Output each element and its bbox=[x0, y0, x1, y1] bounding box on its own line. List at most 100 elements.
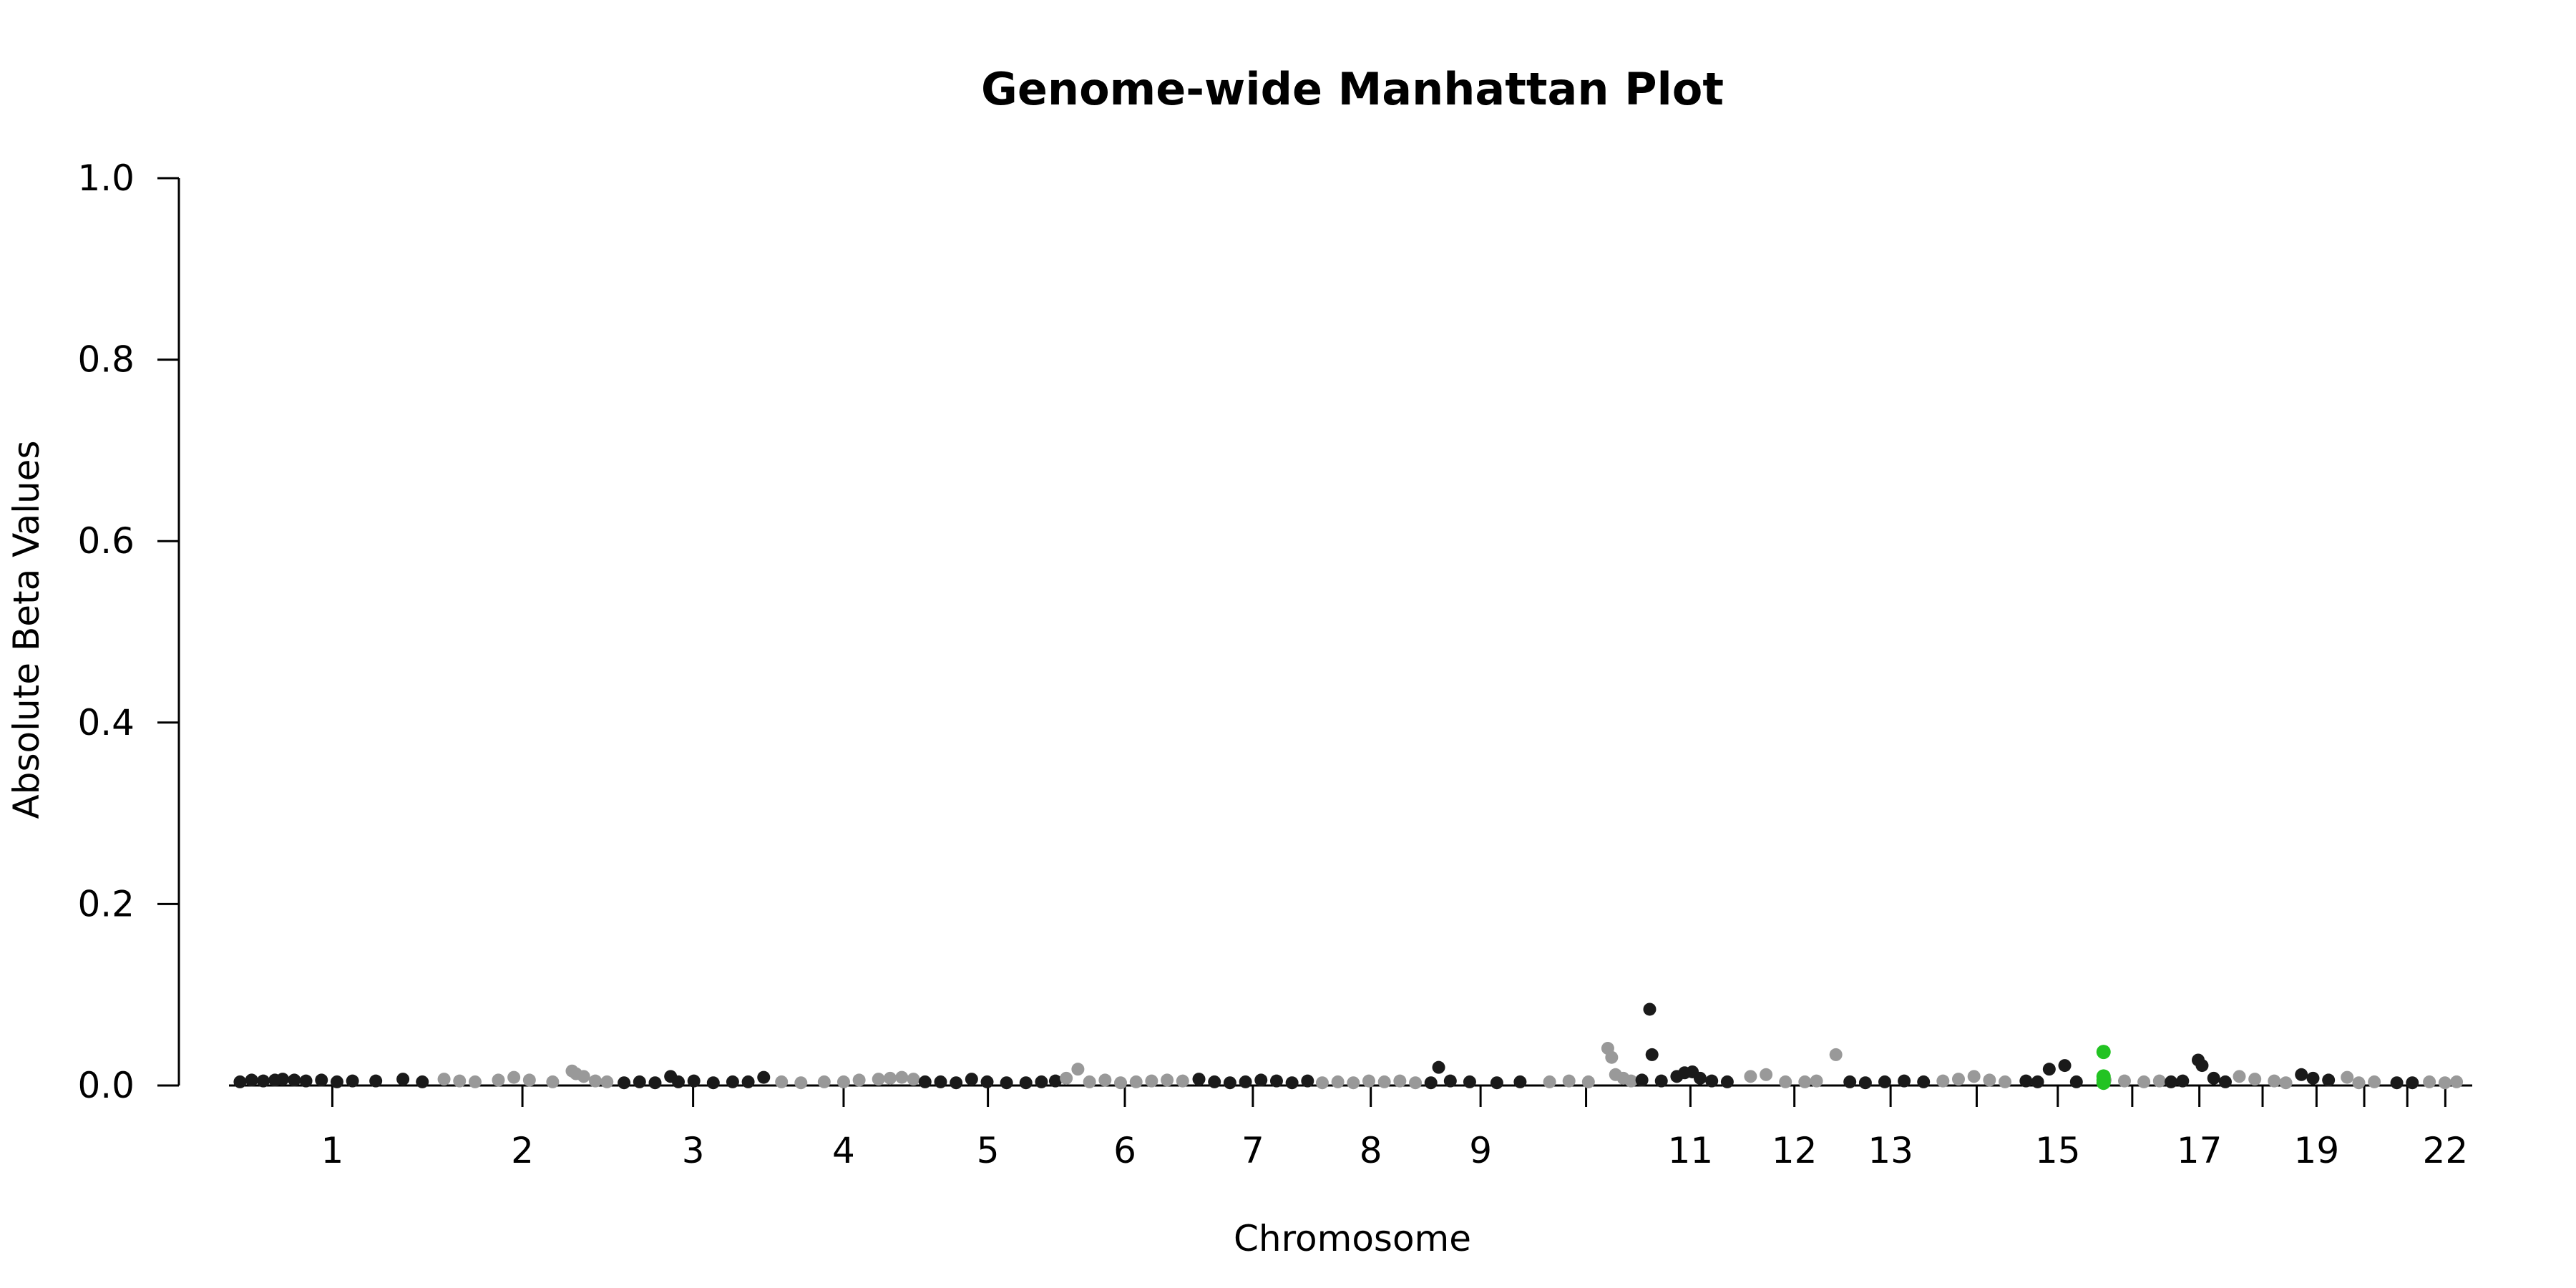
snp-point bbox=[1878, 1075, 1891, 1088]
snp-point bbox=[1951, 1073, 1965, 1086]
snp-point bbox=[600, 1075, 614, 1088]
snp-point bbox=[330, 1075, 343, 1088]
y-tick-label: 0.8 bbox=[77, 339, 135, 381]
x-tick-label: 19 bbox=[2294, 1130, 2340, 1171]
snp-point bbox=[315, 1073, 328, 1087]
snp-point bbox=[757, 1070, 771, 1084]
snp-point bbox=[1362, 1074, 1375, 1088]
snp-point bbox=[546, 1075, 560, 1088]
snp-point bbox=[687, 1074, 701, 1088]
snp-point bbox=[1779, 1075, 1792, 1088]
snp-point bbox=[1760, 1068, 1773, 1081]
y-axis: 0.0 0.2 0.4 0.6 0.8 1.0 bbox=[77, 157, 180, 1106]
snp-point bbox=[2438, 1076, 2451, 1090]
snp-point bbox=[1176, 1074, 1189, 1088]
snp-point bbox=[2248, 1073, 2262, 1086]
snp-point bbox=[1192, 1073, 1206, 1086]
snp-point bbox=[288, 1073, 301, 1087]
snp-point bbox=[2031, 1075, 2044, 1088]
snp-point bbox=[980, 1075, 994, 1088]
x-tick-label: 5 bbox=[977, 1130, 1000, 1171]
y-tick-label: 0.6 bbox=[77, 520, 135, 562]
snp-point bbox=[2137, 1075, 2151, 1088]
snp-point bbox=[775, 1075, 789, 1088]
snp-point bbox=[256, 1074, 270, 1088]
snp-point bbox=[588, 1074, 602, 1088]
snp-point bbox=[852, 1073, 866, 1087]
snp-point bbox=[965, 1073, 978, 1086]
snp-point bbox=[2450, 1075, 2464, 1088]
snp-point bbox=[1463, 1075, 1476, 1088]
snp-point bbox=[633, 1075, 646, 1088]
snp-point bbox=[1543, 1075, 1556, 1088]
snp-point bbox=[1798, 1075, 1812, 1088]
snp-point bbox=[1000, 1076, 1013, 1090]
highlighted-snp-point bbox=[2096, 1075, 2111, 1091]
snp-point bbox=[2176, 1074, 2190, 1088]
snp-point bbox=[2268, 1074, 2281, 1088]
x-axis-label: Chromosome bbox=[1234, 1218, 1471, 1259]
snp-point bbox=[1693, 1071, 1707, 1085]
snp-point bbox=[2042, 1063, 2056, 1076]
snp-point bbox=[2069, 1075, 2083, 1088]
snp-point bbox=[1239, 1075, 1252, 1088]
snp-point bbox=[1490, 1076, 1503, 1090]
snp-point bbox=[1967, 1070, 1981, 1083]
snp-point bbox=[895, 1070, 909, 1084]
snp-point bbox=[346, 1074, 359, 1088]
x-tick-label: 6 bbox=[1113, 1130, 1136, 1171]
snp-point bbox=[1424, 1076, 1438, 1090]
snp-point bbox=[437, 1073, 451, 1086]
snp-point bbox=[1409, 1076, 1423, 1090]
snp-point bbox=[1347, 1076, 1360, 1090]
y-axis-label: Absolute Beta Values bbox=[6, 441, 47, 819]
x-tick-label: 12 bbox=[1772, 1130, 1818, 1171]
snp-point bbox=[1035, 1075, 1048, 1088]
snp-point bbox=[2165, 1075, 2178, 1088]
snp-point bbox=[577, 1070, 590, 1083]
snp-point bbox=[1810, 1074, 1823, 1088]
snp-point bbox=[2195, 1059, 2209, 1073]
snp-point bbox=[1829, 1048, 1843, 1061]
snp-point bbox=[872, 1073, 885, 1086]
snp-point bbox=[884, 1071, 897, 1085]
snp-point bbox=[2279, 1076, 2293, 1090]
snp-point bbox=[1936, 1074, 1950, 1088]
snp-point bbox=[522, 1073, 536, 1087]
snp-point bbox=[1705, 1074, 1719, 1088]
x-tick-label: 8 bbox=[1360, 1130, 1382, 1171]
y-tick-label: 0.4 bbox=[77, 702, 135, 743]
x-tick-label: 2 bbox=[511, 1130, 534, 1171]
snp-point bbox=[1019, 1076, 1033, 1090]
snp-point bbox=[1114, 1076, 1128, 1090]
snp-point bbox=[1208, 1075, 1221, 1088]
snp-point bbox=[1145, 1074, 1158, 1088]
snp-point bbox=[2306, 1071, 2320, 1085]
y-tick-label: 0.2 bbox=[77, 883, 135, 924]
snp-point bbox=[1999, 1075, 2012, 1088]
snp-point bbox=[2368, 1075, 2381, 1088]
snp-point bbox=[706, 1076, 720, 1090]
snp-point bbox=[934, 1075, 947, 1088]
snp-point bbox=[1605, 1050, 1619, 1064]
snp-point bbox=[726, 1075, 739, 1088]
snp-point bbox=[2322, 1073, 2336, 1087]
snp-point bbox=[794, 1076, 808, 1090]
snp-point bbox=[2390, 1076, 2404, 1090]
snp-point bbox=[2423, 1075, 2436, 1088]
x-tick-label: 11 bbox=[1668, 1130, 1714, 1171]
snp-point bbox=[1083, 1075, 1096, 1088]
snp-point bbox=[1624, 1074, 1638, 1088]
snp-point bbox=[1720, 1075, 1734, 1088]
snp-point bbox=[2118, 1074, 2132, 1088]
y-tick-label: 0.0 bbox=[77, 1065, 135, 1106]
snp-point bbox=[1269, 1074, 1283, 1088]
snp-point bbox=[369, 1074, 383, 1088]
snp-point bbox=[1645, 1048, 1659, 1061]
snp-point bbox=[233, 1075, 247, 1088]
x-axis: 1 2 3 4 5 6 7 8 9 11 12 13 15 17 19 22 bbox=[229, 1084, 2472, 1171]
snp-point bbox=[1393, 1074, 1407, 1088]
snp-point bbox=[396, 1073, 410, 1086]
snp-point bbox=[1898, 1074, 1911, 1088]
snp-point bbox=[1983, 1073, 1996, 1087]
